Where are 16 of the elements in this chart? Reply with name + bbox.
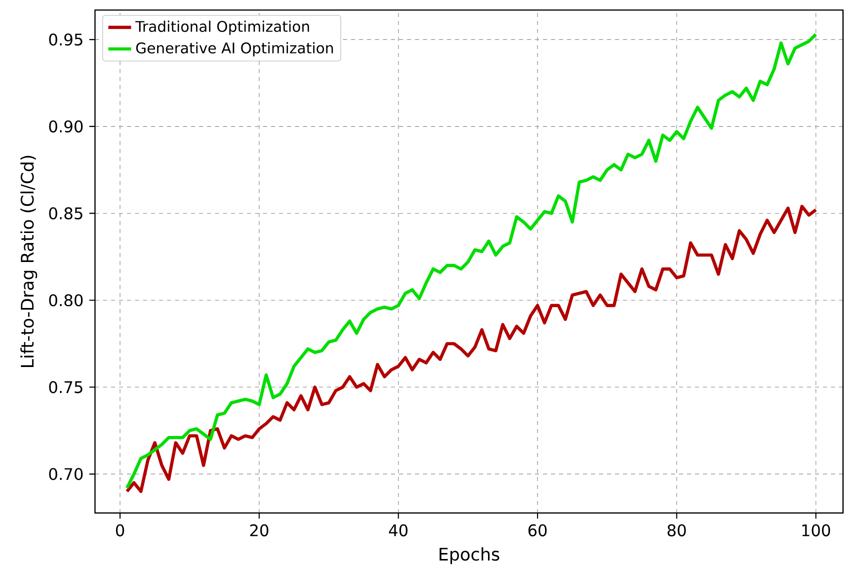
y-tick-label: 0.70 <box>49 468 83 480</box>
x-tick-label: 0 <box>116 524 124 536</box>
legend-label: Traditional Optimization <box>135 20 309 35</box>
y-tick-label: 0.90 <box>49 120 83 132</box>
x-tick-label: 20 <box>250 524 268 536</box>
y-tick-label: 0.75 <box>49 381 82 394</box>
y-axis-title: Lift-to-Drag Ratio (Cl/Cd) <box>20 156 38 367</box>
x-tick-label: 80 <box>668 524 686 536</box>
x-axis-title: Epochs <box>440 547 500 564</box>
x-tick-label: 40 <box>388 524 408 536</box>
y-tick-label: 0.85 <box>49 207 82 220</box>
y-tick-label: 0.80 <box>49 294 83 306</box>
y-tick-label: 0.95 <box>49 33 82 46</box>
legend-label: Generative AI Optimization <box>136 42 333 56</box>
x-tick-label: 100 <box>802 524 830 536</box>
x-tick-label: 60 <box>528 524 547 536</box>
